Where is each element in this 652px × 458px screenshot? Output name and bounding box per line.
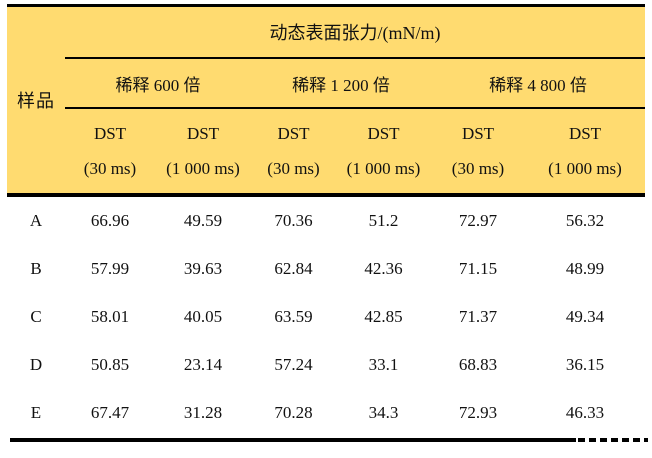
group-header-cell: 稀释 600 倍 bbox=[65, 58, 251, 109]
sample-cell: C bbox=[7, 293, 65, 341]
table-row: B 57.99 39.63 62.84 42.36 71.15 48.99 bbox=[7, 245, 645, 293]
value-cell: 68.83 bbox=[431, 341, 525, 389]
sample-cell: D bbox=[7, 341, 65, 389]
table-row: C 58.01 40.05 63.59 42.85 71.37 49.34 bbox=[7, 293, 645, 341]
value-cell: 40.05 bbox=[155, 293, 251, 341]
subheader-cell: DST (30 ms) bbox=[65, 108, 155, 197]
value-cell: 62.84 bbox=[251, 245, 336, 293]
value-cell: 48.99 bbox=[525, 245, 645, 293]
subheader-cell: DST (30 ms) bbox=[251, 108, 336, 197]
value-cell: 42.36 bbox=[336, 245, 431, 293]
subheader-time: (30 ms) bbox=[83, 158, 137, 178]
value-cell: 56.32 bbox=[525, 195, 645, 245]
value-cell: 67.47 bbox=[65, 389, 155, 437]
value-cell: 57.99 bbox=[65, 245, 155, 293]
value-cell: 49.59 bbox=[155, 195, 251, 245]
subheader-time: (1 000 ms) bbox=[346, 158, 421, 178]
value-cell: 57.24 bbox=[251, 341, 336, 389]
value-cell: 39.63 bbox=[155, 245, 251, 293]
subheader-cell: DST (1 000 ms) bbox=[336, 108, 431, 197]
subheader-time: (1 000 ms) bbox=[548, 158, 622, 178]
value-cell: 33.1 bbox=[336, 341, 431, 389]
subheader-cell: DST (30 ms) bbox=[431, 108, 525, 197]
value-cell: 72.97 bbox=[431, 195, 525, 245]
sample-cell: E bbox=[7, 389, 65, 437]
header-row-3: DST (30 ms) DST (1 000 ms) DST (30 ms) D… bbox=[7, 108, 645, 197]
bottom-rule-artifact bbox=[578, 438, 648, 442]
dst-table: 样品 动态表面张力/(mN/m) 稀释 600 倍 稀释 1 200 倍 稀释 … bbox=[7, 4, 645, 437]
value-cell: 70.36 bbox=[251, 195, 336, 245]
subheader-time: (1 000 ms) bbox=[166, 158, 240, 178]
sample-cell: B bbox=[7, 245, 65, 293]
value-cell: 49.34 bbox=[525, 293, 645, 341]
bottom-rule bbox=[10, 438, 576, 442]
value-cell: 36.15 bbox=[525, 341, 645, 389]
value-cell: 31.28 bbox=[155, 389, 251, 437]
subheader-title: DST bbox=[461, 123, 495, 143]
table-row: A 66.96 49.59 70.36 51.2 72.97 56.32 bbox=[7, 195, 645, 245]
value-cell: 70.28 bbox=[251, 389, 336, 437]
group-header-cell: 稀释 1 200 倍 bbox=[251, 58, 431, 109]
sample-cell: A bbox=[7, 195, 65, 245]
subheader-title: DST bbox=[277, 123, 310, 143]
subheader-title: DST bbox=[568, 123, 602, 143]
value-cell: 51.2 bbox=[336, 195, 431, 245]
span-header-cell: 动态表面张力/(mN/m) bbox=[65, 5, 645, 59]
value-cell: 72.93 bbox=[431, 389, 525, 437]
subheader-time: (30 ms) bbox=[267, 158, 320, 178]
subheader-title: DST bbox=[186, 123, 220, 143]
value-cell: 23.14 bbox=[155, 341, 251, 389]
value-cell: 42.85 bbox=[336, 293, 431, 341]
subheader-cell: DST (1 000 ms) bbox=[525, 108, 645, 197]
header-row-1: 样品 动态表面张力/(mN/m) bbox=[7, 5, 645, 197]
value-cell: 58.01 bbox=[65, 293, 155, 341]
value-cell: 71.37 bbox=[431, 293, 525, 341]
header-row-2: 稀释 600 倍 稀释 1 200 倍 稀释 4 800 倍 bbox=[7, 58, 645, 109]
group-header-cell: 稀释 4 800 倍 bbox=[431, 58, 645, 109]
subheader-title: DST bbox=[93, 123, 127, 143]
value-cell: 34.3 bbox=[336, 389, 431, 437]
table-row: E 67.47 31.28 70.28 34.3 72.93 46.33 bbox=[7, 389, 645, 437]
value-cell: 71.15 bbox=[431, 245, 525, 293]
subheader-time: (30 ms) bbox=[451, 158, 505, 178]
value-cell: 63.59 bbox=[251, 293, 336, 341]
value-cell: 46.33 bbox=[525, 389, 645, 437]
subheader-cell: DST (1 000 ms) bbox=[155, 108, 251, 197]
subheader-title: DST bbox=[367, 123, 400, 143]
corner-header-cell: 样品 bbox=[7, 5, 65, 197]
value-cell: 66.96 bbox=[65, 195, 155, 245]
table-row: D 50.85 23.14 57.24 33.1 68.83 36.15 bbox=[7, 341, 645, 389]
value-cell: 50.85 bbox=[65, 341, 155, 389]
